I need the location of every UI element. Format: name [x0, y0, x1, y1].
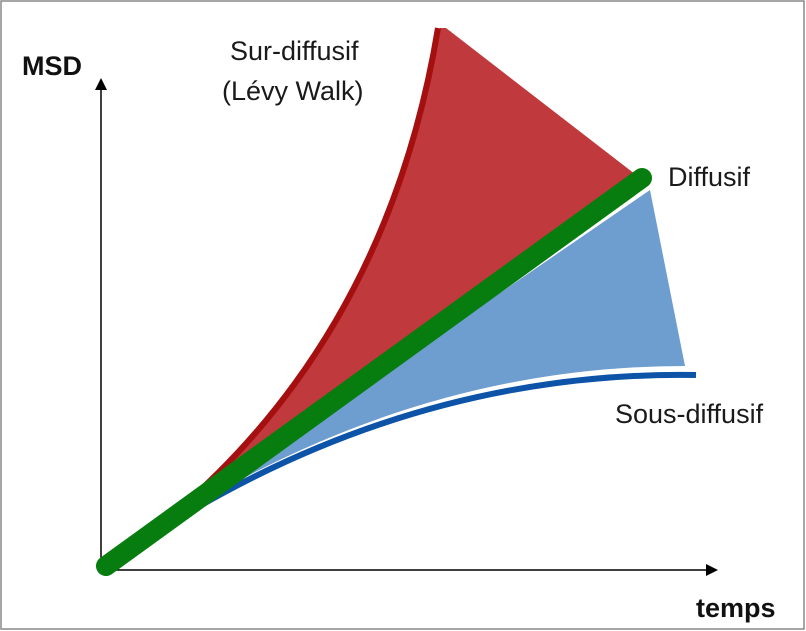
- x-axis-label: temps: [696, 593, 776, 623]
- diffusive-label: Diffusif: [668, 162, 751, 192]
- super-label: Sur-diffusif: [230, 36, 359, 66]
- super-label-sub: (Lévy Walk): [222, 76, 364, 106]
- y-axis-label: MSD: [22, 51, 82, 81]
- super-diffusive-area: [104, 28, 640, 565]
- diffusive-line: [96, 168, 652, 576]
- sub-label: Sous-diffusif: [615, 399, 764, 429]
